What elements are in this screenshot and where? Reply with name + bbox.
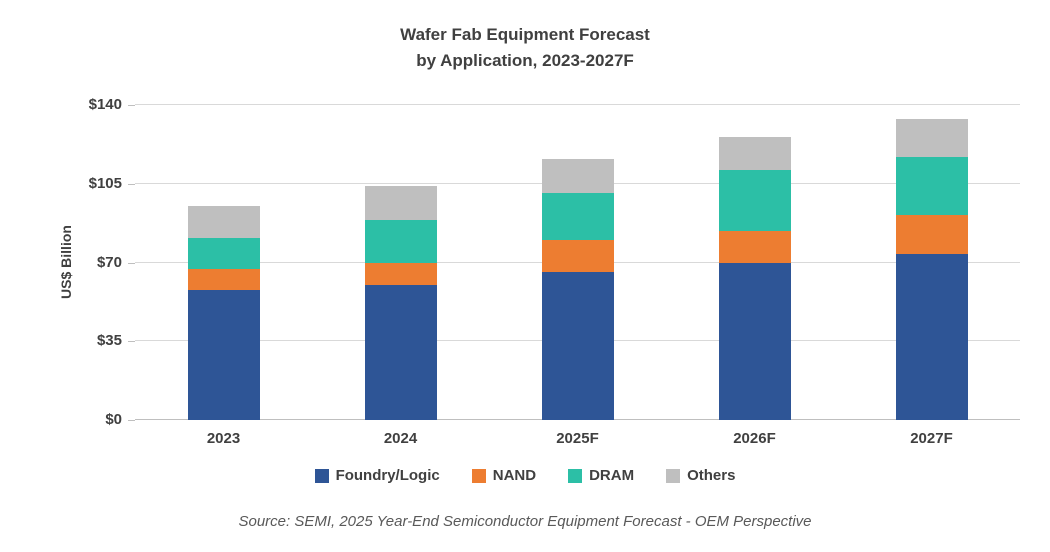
bar-segment-2023-dram — [187, 237, 260, 270]
x-category-label-2026F: 2026F — [733, 430, 776, 447]
legend-swatch-icon — [666, 468, 681, 483]
bar-segment-2027F-dram — [895, 156, 968, 216]
bar-segment-2023-others — [187, 206, 260, 238]
chart-title-line2: by Application, 2023-2027F — [416, 51, 634, 70]
x-category-label-2023: 2023 — [206, 430, 241, 447]
y-tick-label-$35: $35 — [96, 332, 122, 350]
bar-segment-2026F-nand — [718, 231, 791, 263]
y-tick-label-$140: $140 — [88, 96, 122, 113]
bar-segment-2027F-foundry-logic — [895, 253, 968, 420]
bar-segment-2025F-others — [541, 159, 614, 193]
bar-segment-2025F-dram — [541, 192, 614, 240]
bar-segment-2025F-foundry-logic — [541, 271, 614, 420]
y-tick-mark — [128, 183, 135, 185]
legend-item-foundry-logic: Foundry/Logic — [314, 467, 440, 484]
y-tick-label-$105: $105 — [88, 174, 122, 192]
legend-item-nand: NAND — [471, 467, 537, 484]
y-tick-mark — [128, 420, 135, 421]
y-tick-mark — [128, 262, 135, 264]
x-category-label-2024: 2024 — [383, 430, 418, 447]
y-tick-label-$0: $0 — [105, 411, 122, 428]
y-tick-label-$70: $70 — [96, 253, 122, 271]
legend-item-others: Others — [666, 467, 735, 484]
bar-segment-2024-dram — [364, 219, 437, 263]
x-category-label-2027F: 2027F — [910, 430, 953, 447]
bar-segment-2027F-nand — [895, 215, 968, 254]
legend-swatch-icon — [471, 468, 486, 483]
chart-title: Wafer Fab Equipment Forecast by Applicat… — [0, 22, 1050, 74]
plot-area — [135, 104, 1020, 420]
bar-segment-2023-nand — [187, 269, 260, 290]
legend-label: Foundry/Logic — [335, 467, 440, 484]
bar-segment-2024-foundry-logic — [364, 285, 437, 420]
source-note: Source: SEMI, 2025 Year-End Semiconducto… — [238, 513, 812, 530]
legend-item-dram: DRAM — [568, 467, 634, 484]
bar-segment-2024-others — [364, 186, 437, 220]
gridline-$140 — [135, 104, 1020, 105]
bar-segment-2027F-others — [895, 118, 968, 157]
bar-segment-2026F-dram — [718, 170, 791, 231]
legend-swatch-icon — [568, 468, 583, 483]
legend-swatch-icon — [314, 468, 329, 483]
x-category-label-2025F: 2025F — [556, 430, 599, 447]
bar-segment-2026F-others — [718, 136, 791, 171]
legend: Foundry/Logic NAND DRAM Others — [0, 467, 1050, 484]
y-tick-mark — [128, 105, 135, 106]
bar-segment-2023-foundry-logic — [187, 289, 260, 420]
chart-title-line1: Wafer Fab Equipment Forecast — [400, 25, 650, 44]
x-axis-labels: 2023 2024 2025F 2026F 2027F — [135, 430, 1020, 450]
legend-label: DRAM — [589, 467, 635, 484]
legend-label: Others — [687, 467, 736, 484]
bar-segment-2024-nand — [364, 262, 437, 285]
y-tick-mark — [128, 341, 135, 343]
legend-label: NAND — [492, 467, 537, 484]
bar-segment-2026F-foundry-logic — [718, 262, 791, 420]
bar-segment-2025F-nand — [541, 240, 614, 272]
